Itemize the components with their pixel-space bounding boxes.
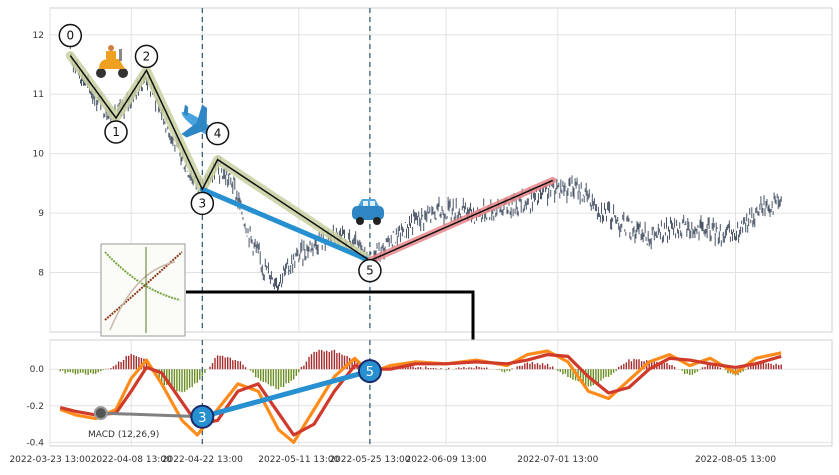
inset-curve-brown xyxy=(104,251,183,321)
price-y-tick-label: 10 xyxy=(33,150,45,160)
price-y-tick-label: 8 xyxy=(38,269,44,279)
price-y-tick-label: 12 xyxy=(33,31,44,41)
wave-marker-label: 0 xyxy=(66,29,74,43)
macd-reference-point xyxy=(93,406,108,421)
price-y-axis: 8 9 10 11 12 xyxy=(33,31,45,279)
macd-wave-marker-circle xyxy=(357,359,382,384)
wave-marker-label: 3 xyxy=(199,196,207,210)
wave-marker-circle xyxy=(358,258,382,283)
trend-lines xyxy=(199,176,557,265)
macd-reference-line xyxy=(100,411,203,419)
x-tick-label: 2022-03-23 13:00 xyxy=(9,455,90,465)
wave-marker-label: 1 xyxy=(112,125,120,139)
macd-panel xyxy=(49,339,833,447)
wave-marker-label: 5 xyxy=(366,264,374,278)
wave-marker-label: 2 xyxy=(143,49,151,63)
trend-line xyxy=(199,186,373,264)
macd-wave-marker-label: 3 xyxy=(198,411,206,426)
macd-y-axis: 0.0 -0.2 -0.4 xyxy=(26,365,44,448)
macd-y-tick-label: -0.4 xyxy=(26,438,44,448)
wave-marker-circle xyxy=(58,23,83,48)
x-tick-label: 2022-05-11 13:00 xyxy=(258,455,339,465)
wave-marker-circle xyxy=(190,191,215,216)
wave-marker-circle xyxy=(205,121,230,146)
wave-path xyxy=(69,55,371,262)
car-icon xyxy=(352,199,384,225)
inset-thumbnail xyxy=(100,243,186,337)
rally-line xyxy=(369,179,554,262)
x-tick-label: 2022-04-22 13:00 xyxy=(162,455,243,465)
macd-wave-lines xyxy=(100,368,373,420)
wave-marker-circle xyxy=(134,44,159,69)
wave-lines xyxy=(69,55,371,262)
x-tick-label: 2022-05-25 13:00 xyxy=(329,455,410,465)
macd-wave-markers: 35 xyxy=(93,359,382,429)
macd-y-tick-label: -0.2 xyxy=(26,402,44,412)
x-tick-label: 2022-06-09 13:00 xyxy=(406,455,487,465)
x-tick-label: 2022-04-08 13:00 xyxy=(91,455,172,465)
price-y-tick-label: 9 xyxy=(38,209,44,219)
macd-wave-marker-circle xyxy=(190,404,215,429)
macd-label: MACD (12,26,9) xyxy=(88,430,159,440)
wave-markers: 0 1 2 3 4 5 xyxy=(58,23,382,283)
macd-y-tick-label: 0.0 xyxy=(30,365,45,375)
inset-curve-green xyxy=(104,251,181,301)
x-tick-label: 2022-07-01 13:00 xyxy=(517,455,598,465)
x-tick-label: 2022-08-05 13:00 xyxy=(695,455,776,465)
x-axis: 2022-03-23 13:00 2022-04-08 13:002022-04-… xyxy=(9,455,776,465)
wave-marker-label: 4 xyxy=(214,127,222,141)
inset-connector xyxy=(186,290,475,358)
inset-curve-light xyxy=(109,261,176,331)
macd-wave-marker-label: 5 xyxy=(366,365,374,380)
price-y-tick-label: 11 xyxy=(33,90,44,100)
scooter-icon xyxy=(96,45,128,78)
wave-marker-circle xyxy=(104,120,128,144)
macd-wave-line xyxy=(199,368,373,420)
